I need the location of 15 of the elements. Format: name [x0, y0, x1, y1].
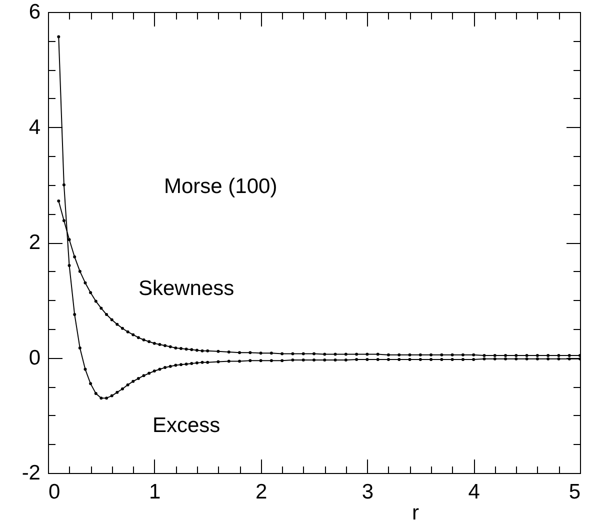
y-tick-label: 6: [28, 0, 40, 24]
x-axis-title: r: [412, 502, 419, 524]
x-tick-label: 5: [568, 480, 580, 504]
y-tick-label: 4: [28, 116, 41, 139]
series-label: Skewness: [138, 277, 234, 300]
y-tick-label: 0: [28, 346, 40, 370]
y-tick-label: 2: [28, 231, 40, 254]
x-tick-label: 1: [149, 480, 161, 504]
x-tick-label: 4: [468, 480, 480, 504]
annotation: Morse (100): [164, 175, 278, 198]
y-tick-label: -2: [22, 462, 40, 484]
x-tick-label: 3: [362, 480, 374, 504]
x-tick-label: 0: [48, 480, 60, 504]
series-label: Excess: [152, 414, 220, 438]
x-tick-label: 2: [255, 480, 268, 504]
